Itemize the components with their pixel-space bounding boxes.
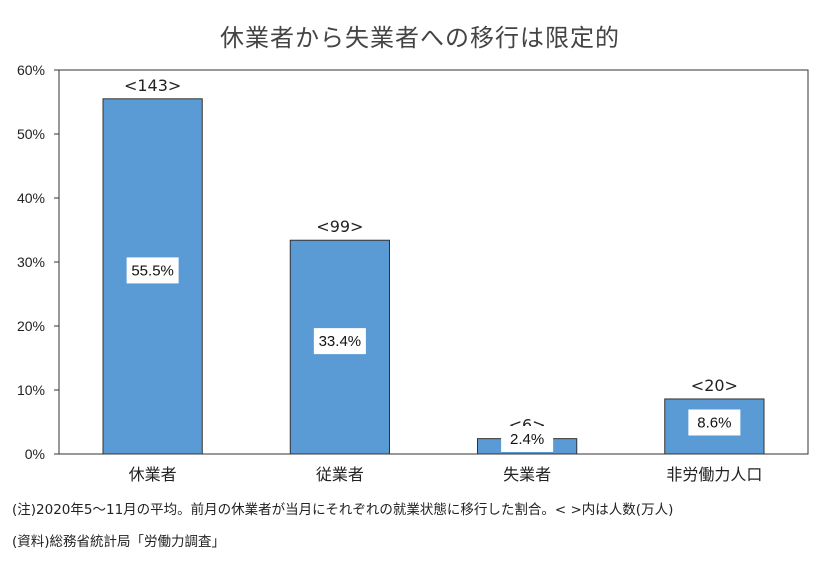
- data-label-box: [313, 328, 366, 355]
- data-label: 55.5%: [131, 262, 174, 279]
- y-tick-label: 10%: [17, 382, 45, 398]
- y-tick-label: 50%: [17, 126, 45, 142]
- x-tick-label: 従業者: [316, 465, 364, 484]
- bar-count-label: <99>: [316, 217, 363, 236]
- chart-source: (資料)総務省統計局「労働力調査」: [12, 534, 226, 550]
- data-label: 8.6%: [697, 414, 731, 431]
- bar-count-label: <20>: [691, 376, 738, 395]
- chart-note: (注)2020年5～11月の平均。前月の休業者が当月にそれぞれの就業状態に移行し…: [12, 502, 674, 518]
- x-tick-label: 非労働力人口: [666, 465, 762, 484]
- y-tick-label: 30%: [17, 254, 45, 270]
- y-tick-label: 60%: [17, 62, 45, 78]
- x-tick-label: 失業者: [503, 465, 551, 484]
- data-label-box: [688, 409, 741, 436]
- data-label-box: [126, 257, 179, 284]
- y-tick-label: 0%: [25, 446, 45, 462]
- y-tick-label: 20%: [17, 318, 45, 334]
- data-label: 2.4%: [510, 431, 544, 448]
- bar-count-label: <143>: [124, 76, 181, 95]
- y-tick-label: 40%: [17, 190, 45, 206]
- x-tick-label: 休業者: [129, 465, 177, 484]
- chart-title: 休業者から失業者への移行は限定的: [220, 24, 620, 52]
- data-label-box: [501, 426, 554, 452]
- data-label: 33.4%: [319, 333, 362, 350]
